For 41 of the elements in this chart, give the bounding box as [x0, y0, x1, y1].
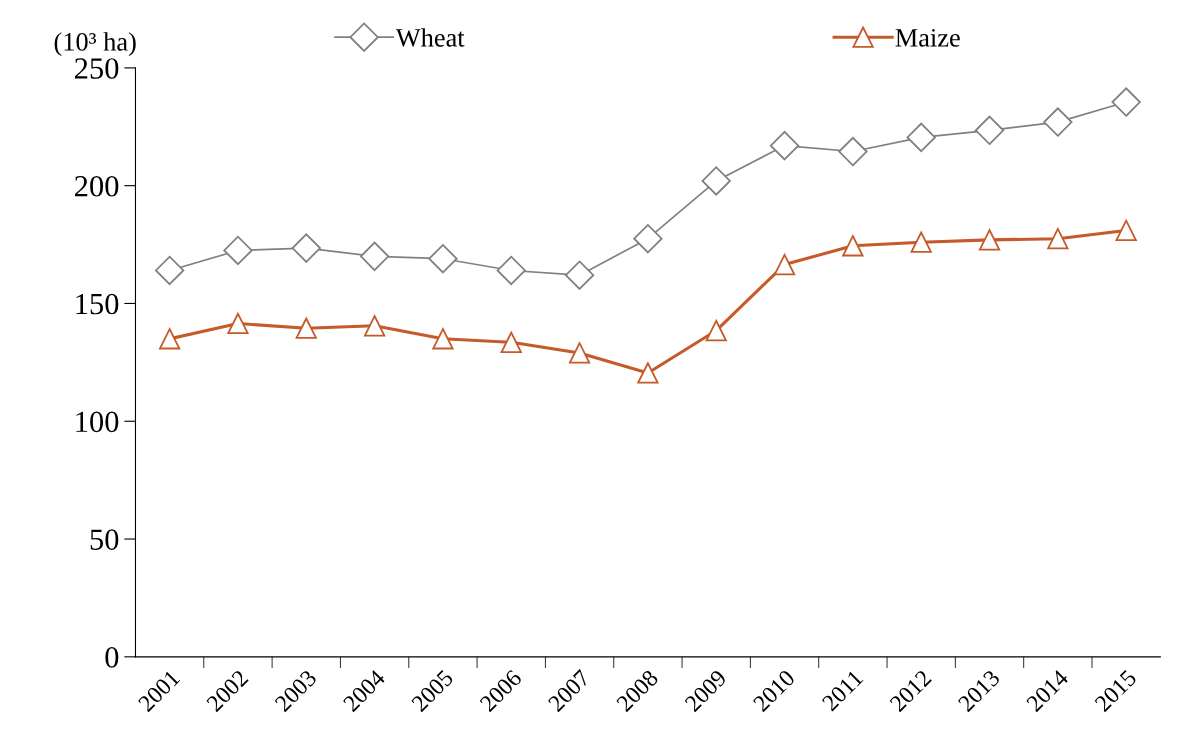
- y-tick-label: 200: [75, 175, 119, 197]
- point: [428, 244, 458, 274]
- point: [223, 235, 253, 266]
- point: [363, 315, 386, 337]
- point: [910, 231, 932, 253]
- point: [1043, 107, 1073, 137]
- point: [500, 331, 522, 353]
- point: [906, 122, 936, 153]
- x-tick-label: 2011: [821, 669, 864, 712]
- point: [432, 328, 454, 350]
- point: [838, 136, 868, 167]
- point: [705, 319, 727, 342]
- y-tick-label: 100: [76, 411, 119, 433]
- point: [291, 233, 321, 263]
- point: [773, 253, 796, 276]
- point: [637, 362, 659, 384]
- point: [1111, 87, 1141, 117]
- y-axis-title: (10³ ha): [54, 32, 136, 57]
- y-tick-label: 50: [90, 529, 119, 550]
- y-tick-label: 0: [105, 647, 119, 668]
- point: [701, 166, 731, 196]
- point: [227, 312, 249, 335]
- point: [974, 115, 1005, 145]
- legend-label: Wheat: [395, 28, 465, 47]
- point: [769, 130, 800, 161]
- legend-label: Maize: [895, 28, 960, 47]
- point: [295, 317, 317, 339]
- y-tick-label: 250: [75, 58, 119, 79]
- point: [978, 229, 1001, 251]
- point: [1047, 228, 1069, 250]
- point: [568, 342, 591, 364]
- point: [564, 260, 595, 290]
- point: [159, 328, 181, 350]
- x-tick-label: 2001: [137, 669, 181, 713]
- y-tick-label: 150: [76, 293, 119, 315]
- point: [359, 241, 390, 272]
- point: [1115, 219, 1137, 242]
- point: [842, 235, 864, 257]
- point: [496, 255, 526, 286]
- point: [633, 224, 663, 254]
- point: [154, 255, 185, 286]
